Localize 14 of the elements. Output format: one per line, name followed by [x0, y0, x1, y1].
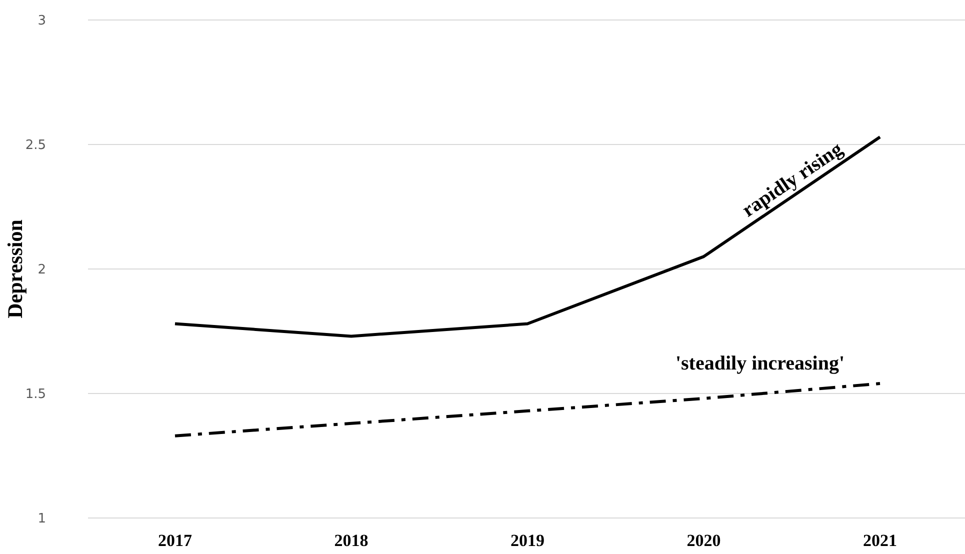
- x-tick-label: 2019: [510, 531, 544, 550]
- y-tick-label: 2: [38, 262, 46, 278]
- y-tick-label: 3: [38, 14, 46, 29]
- series-label: 'steadily increasing': [675, 352, 845, 375]
- line-series: [174, 136, 882, 338]
- y-tick-label: 2.5: [25, 138, 46, 154]
- x-tick-label: 2021: [863, 531, 897, 550]
- y-axis-title: Depression: [3, 219, 27, 318]
- y-tick-label: 1: [38, 512, 46, 527]
- x-tick-label: 2018: [334, 531, 368, 550]
- y-tick-label: 1.5: [25, 387, 46, 402]
- line-series: [174, 382, 882, 438]
- x-tick-label: 2017: [158, 531, 192, 550]
- x-tick-label: 2020: [686, 531, 721, 550]
